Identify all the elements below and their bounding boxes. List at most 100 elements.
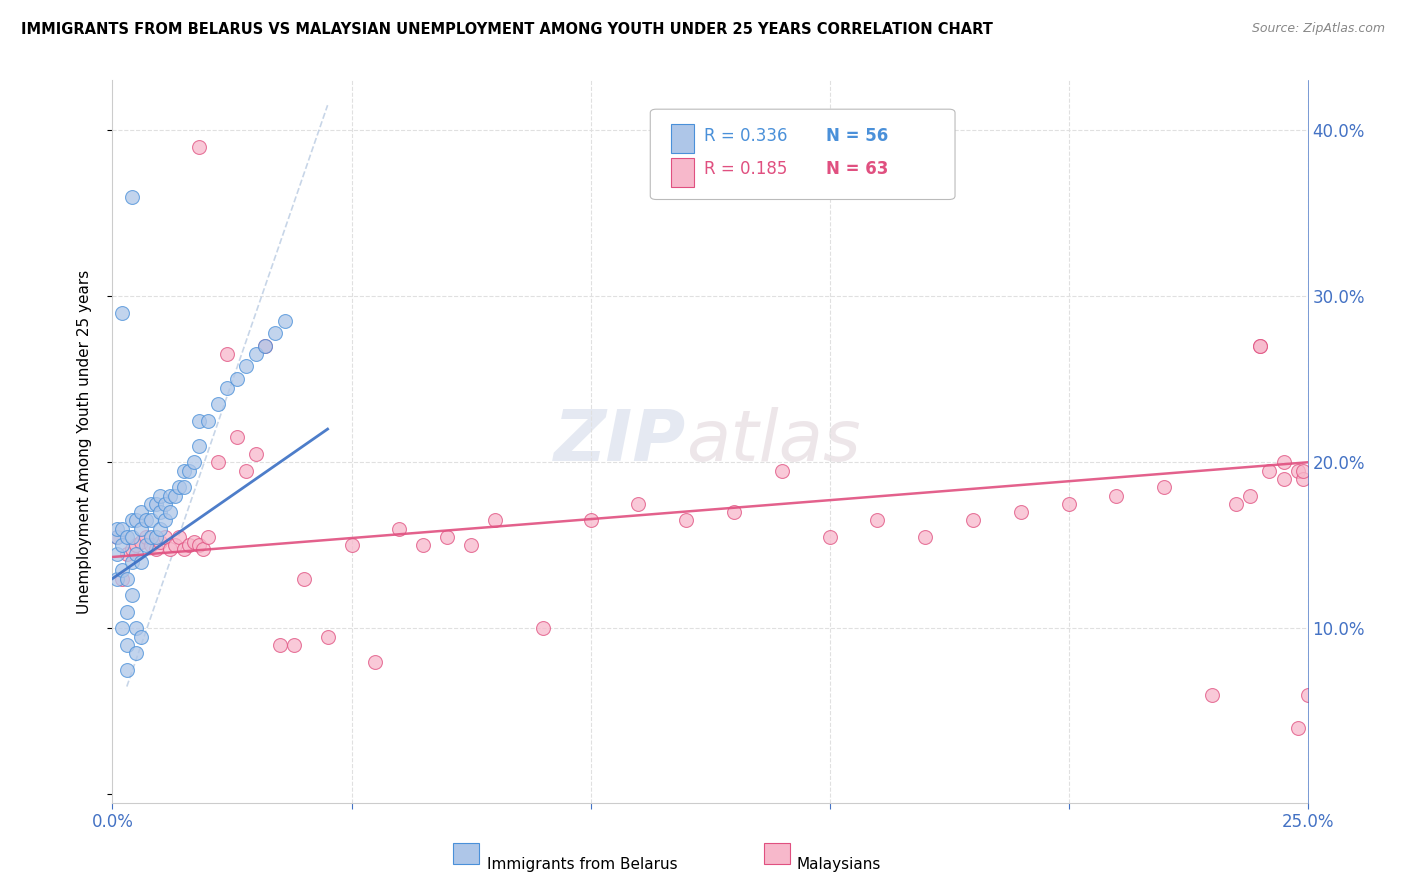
Point bbox=[111, 538, 134, 552]
Point bbox=[1292, 472, 1315, 486]
Point bbox=[225, 430, 247, 444]
Point bbox=[115, 605, 138, 619]
Point bbox=[129, 522, 152, 536]
Point bbox=[1296, 688, 1319, 702]
Y-axis label: Unemployment Among Youth under 25 years: Unemployment Among Youth under 25 years bbox=[77, 269, 91, 614]
Point bbox=[316, 630, 339, 644]
Point bbox=[115, 530, 138, 544]
Point bbox=[135, 530, 157, 544]
Point bbox=[245, 447, 267, 461]
Point bbox=[183, 455, 205, 469]
Point bbox=[193, 541, 215, 556]
Point bbox=[115, 663, 138, 677]
Point bbox=[121, 530, 143, 544]
Point bbox=[1225, 497, 1247, 511]
Point bbox=[111, 306, 134, 320]
Point bbox=[264, 326, 287, 340]
Text: N = 56: N = 56 bbox=[825, 128, 889, 145]
Point bbox=[187, 139, 209, 153]
Point bbox=[111, 563, 134, 577]
Point bbox=[125, 646, 148, 660]
Point bbox=[173, 541, 195, 556]
Point bbox=[217, 380, 239, 394]
Text: IMMIGRANTS FROM BELARUS VS MALAYSIAN UNEMPLOYMENT AMONG YOUTH UNDER 25 YEARS COR: IMMIGRANTS FROM BELARUS VS MALAYSIAN UNE… bbox=[21, 22, 993, 37]
Point bbox=[1249, 339, 1271, 353]
Text: atlas: atlas bbox=[686, 407, 860, 476]
FancyBboxPatch shape bbox=[671, 158, 695, 187]
Point bbox=[1272, 455, 1295, 469]
Text: R = 0.185: R = 0.185 bbox=[704, 160, 787, 178]
Point bbox=[1249, 339, 1271, 353]
Point bbox=[173, 464, 195, 478]
Point bbox=[115, 638, 138, 652]
Point bbox=[163, 538, 186, 552]
FancyBboxPatch shape bbox=[671, 124, 695, 153]
Point bbox=[225, 372, 247, 386]
Point bbox=[105, 572, 128, 586]
Point bbox=[145, 530, 167, 544]
Point bbox=[273, 314, 295, 328]
Point bbox=[1292, 464, 1315, 478]
Point bbox=[1239, 489, 1261, 503]
Point bbox=[115, 572, 138, 586]
Point bbox=[235, 464, 257, 478]
Point bbox=[121, 541, 143, 556]
Point bbox=[145, 541, 167, 556]
Point bbox=[1057, 497, 1080, 511]
Point bbox=[129, 535, 152, 549]
Point bbox=[436, 530, 458, 544]
Point bbox=[254, 339, 277, 353]
Point bbox=[818, 530, 841, 544]
Point bbox=[388, 522, 411, 536]
Point bbox=[153, 497, 176, 511]
Point bbox=[1286, 464, 1309, 478]
Point bbox=[111, 572, 134, 586]
Point bbox=[183, 535, 205, 549]
Point bbox=[159, 505, 181, 519]
Text: ZIP: ZIP bbox=[554, 407, 686, 476]
Point bbox=[129, 555, 152, 569]
Point bbox=[139, 530, 162, 544]
FancyBboxPatch shape bbox=[651, 109, 955, 200]
Point bbox=[207, 397, 229, 411]
FancyBboxPatch shape bbox=[453, 843, 479, 864]
Point bbox=[197, 530, 219, 544]
Point bbox=[125, 513, 148, 527]
Point bbox=[149, 535, 172, 549]
Point bbox=[484, 513, 506, 527]
Point bbox=[115, 547, 138, 561]
Point bbox=[121, 513, 143, 527]
Point bbox=[723, 505, 745, 519]
Point bbox=[283, 638, 305, 652]
Point bbox=[169, 530, 191, 544]
Point bbox=[460, 538, 482, 552]
Point bbox=[139, 513, 162, 527]
Point bbox=[1201, 688, 1223, 702]
Point bbox=[125, 621, 148, 635]
Point bbox=[105, 547, 128, 561]
Point bbox=[1105, 489, 1128, 503]
Point bbox=[866, 513, 889, 527]
Point bbox=[129, 505, 152, 519]
Point bbox=[1272, 472, 1295, 486]
Point bbox=[111, 621, 134, 635]
Point bbox=[177, 464, 200, 478]
Point bbox=[173, 480, 195, 494]
Text: Source: ZipAtlas.com: Source: ZipAtlas.com bbox=[1251, 22, 1385, 36]
Point bbox=[1258, 464, 1281, 478]
Point bbox=[139, 497, 162, 511]
Point bbox=[149, 505, 172, 519]
Point bbox=[675, 513, 697, 527]
Point bbox=[187, 538, 209, 552]
Point bbox=[125, 547, 148, 561]
Text: R = 0.336: R = 0.336 bbox=[704, 128, 787, 145]
Point bbox=[129, 630, 152, 644]
Point bbox=[159, 489, 181, 503]
Point bbox=[187, 414, 209, 428]
Text: Malaysians: Malaysians bbox=[796, 857, 880, 872]
Point bbox=[1010, 505, 1032, 519]
Point bbox=[1153, 480, 1175, 494]
Point bbox=[163, 489, 186, 503]
Point bbox=[153, 513, 176, 527]
Point bbox=[207, 455, 229, 469]
